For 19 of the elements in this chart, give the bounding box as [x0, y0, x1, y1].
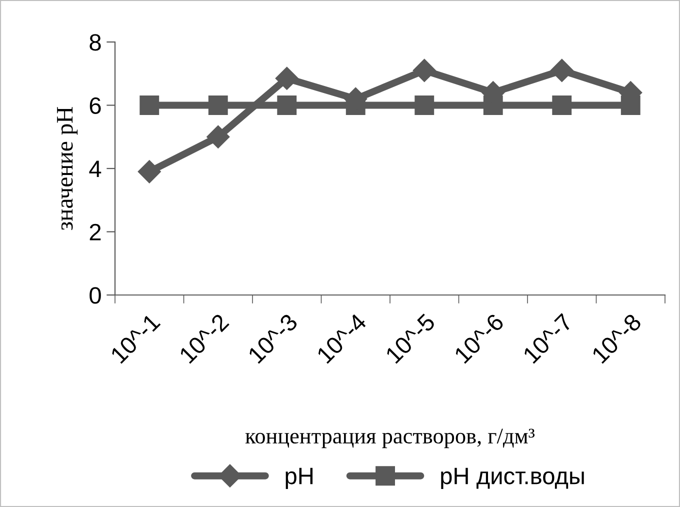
- point: [208, 96, 228, 115]
- legend-label: pH дист.воды: [441, 468, 584, 490]
- point: [140, 96, 160, 115]
- x-axis-title: концентрация растворов, г/дм³: [245, 428, 535, 448]
- point: [277, 96, 297, 115]
- point: [552, 96, 572, 115]
- y-tick-label: 6: [90, 97, 101, 114]
- point: [550, 58, 574, 82]
- point: [412, 58, 436, 82]
- point: [206, 125, 230, 148]
- point: [138, 160, 161, 184]
- y-tick-label: 8: [90, 34, 101, 51]
- legend-label: pH: [286, 468, 313, 490]
- y-tick-label: 2: [90, 224, 101, 240]
- y-axis-title: значение pH: [57, 107, 78, 230]
- y-tick-label: 4: [89, 160, 102, 178]
- point: [275, 66, 298, 90]
- y-tick-label: 0: [90, 287, 101, 304]
- point: [414, 96, 434, 115]
